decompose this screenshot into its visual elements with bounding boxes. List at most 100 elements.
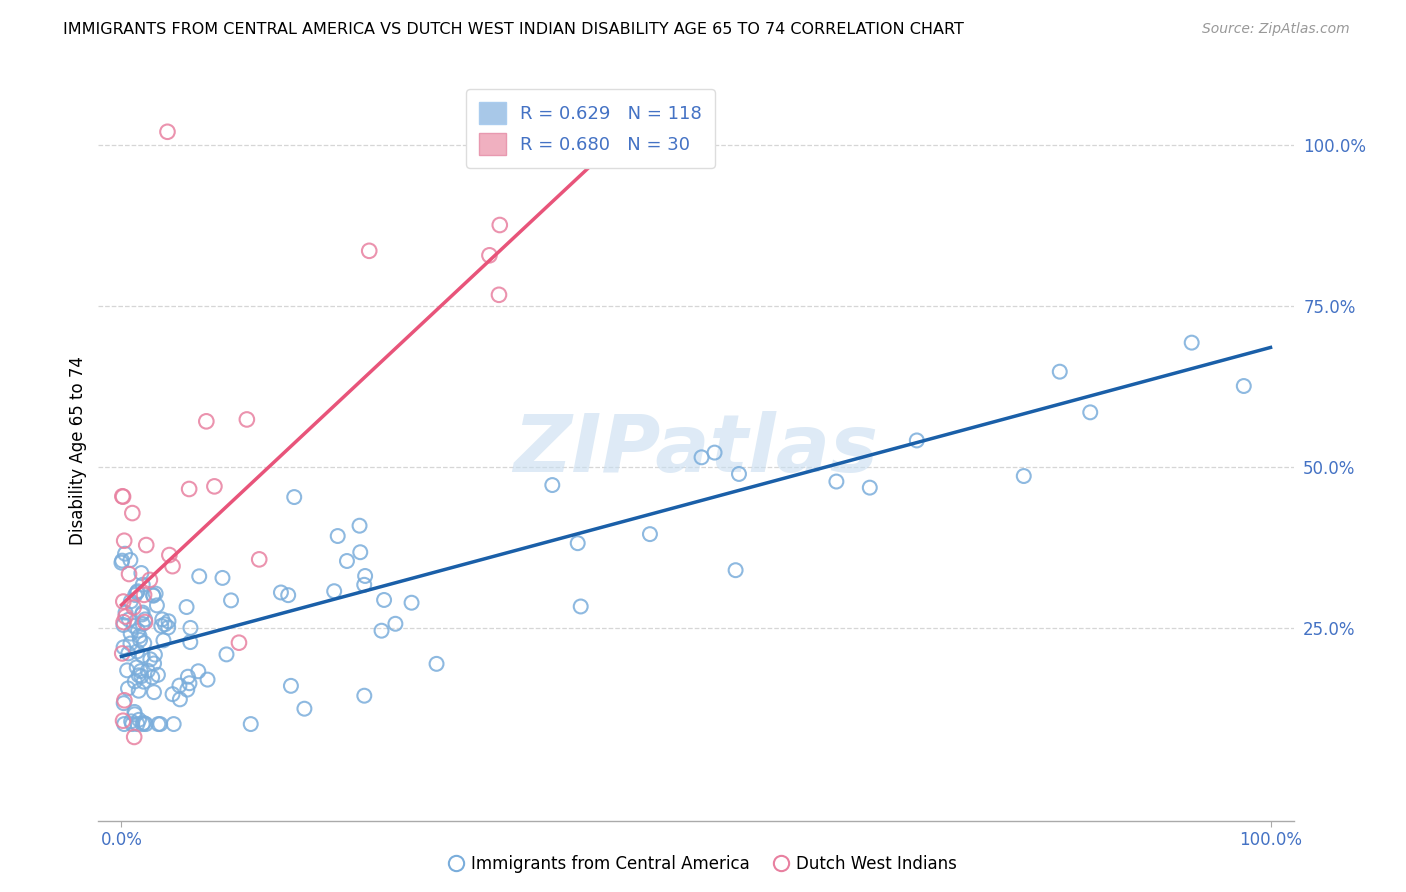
Point [384, 616, 406, 631]
Point [141, 670, 163, 684]
Point [117, 647, 139, 661]
Point [118, 613, 141, 627]
Point [142, 588, 165, 602]
Point [120, 626, 142, 640]
Point [120, 553, 142, 567]
Text: ZIPatlas: ZIPatlas [513, 411, 879, 490]
Point [112, 717, 135, 731]
Point [139, 573, 162, 587]
Point [724, 563, 747, 577]
Point [228, 636, 250, 650]
Point [143, 648, 166, 662]
Point [567, 536, 589, 550]
Legend: Immigrants from Central America, Dutch West Indians: Immigrants from Central America, Dutch W… [443, 848, 963, 880]
Point [124, 707, 146, 722]
Point [370, 624, 392, 638]
Point [114, 609, 136, 624]
Point [132, 715, 155, 730]
Point [219, 593, 242, 607]
Point [163, 717, 186, 731]
Point [179, 635, 201, 649]
Point [114, 547, 136, 561]
Point [1181, 335, 1204, 350]
Point [128, 629, 150, 643]
Point [353, 578, 375, 592]
Point [132, 578, 155, 592]
Point [134, 615, 156, 629]
Point [146, 599, 169, 613]
Point [354, 569, 377, 583]
Point [401, 596, 423, 610]
Point [905, 434, 928, 448]
Point [150, 619, 173, 633]
Point [124, 705, 146, 719]
Point [128, 683, 150, 698]
Point [112, 594, 135, 608]
Point [111, 647, 134, 661]
Point [488, 287, 510, 301]
Point [179, 482, 201, 496]
Point [129, 664, 152, 678]
Point [425, 657, 447, 671]
Point [150, 612, 173, 626]
Point [294, 702, 316, 716]
Point [143, 685, 166, 699]
Point [117, 681, 139, 696]
Point [177, 670, 200, 684]
Point [176, 600, 198, 615]
Point [112, 714, 135, 728]
Point [131, 566, 153, 580]
Point [239, 717, 262, 731]
Legend: R = 0.629   N = 118, R = 0.680   N = 30: R = 0.629 N = 118, R = 0.680 N = 30 [465, 89, 714, 168]
Point [152, 633, 174, 648]
Point [211, 571, 233, 585]
Point [112, 533, 135, 548]
Point [349, 518, 371, 533]
Point [120, 636, 142, 650]
Point [157, 620, 180, 634]
Point [122, 730, 145, 744]
Point [1233, 379, 1256, 393]
Point [148, 717, 170, 731]
Point [131, 717, 153, 731]
Point [129, 632, 152, 647]
Point [124, 588, 146, 602]
Point [128, 713, 150, 727]
Point [373, 593, 395, 607]
Point [283, 490, 305, 504]
Point [131, 607, 153, 622]
Point [121, 506, 143, 520]
Point [277, 588, 299, 602]
Point [132, 674, 155, 689]
Point [120, 714, 142, 729]
Point [124, 674, 146, 689]
Point [541, 478, 564, 492]
Point [118, 567, 141, 582]
Point [115, 663, 138, 677]
Point [187, 665, 209, 679]
Text: IMMIGRANTS FROM CENTRAL AMERICA VS DUTCH WEST INDIAN DISABILITY AGE 65 TO 74 COR: IMMIGRANTS FROM CENTRAL AMERICA VS DUTCH… [63, 22, 965, 37]
Point [143, 657, 166, 671]
Point [121, 717, 143, 731]
Point [134, 612, 156, 626]
Point [169, 692, 191, 706]
Point [179, 676, 201, 690]
Point [111, 554, 134, 568]
Point [139, 652, 162, 666]
Point [111, 489, 134, 503]
Point [142, 589, 165, 603]
Point [188, 569, 211, 583]
Point [690, 450, 713, 465]
Point [120, 594, 142, 608]
Point [131, 669, 153, 683]
Point [112, 618, 135, 632]
Point [1078, 405, 1101, 419]
Point [859, 481, 882, 495]
Point [149, 717, 172, 731]
Point [136, 664, 159, 678]
Point [112, 696, 135, 710]
Point [488, 218, 510, 232]
Point [162, 687, 184, 701]
Point [135, 717, 157, 731]
Point [169, 679, 191, 693]
